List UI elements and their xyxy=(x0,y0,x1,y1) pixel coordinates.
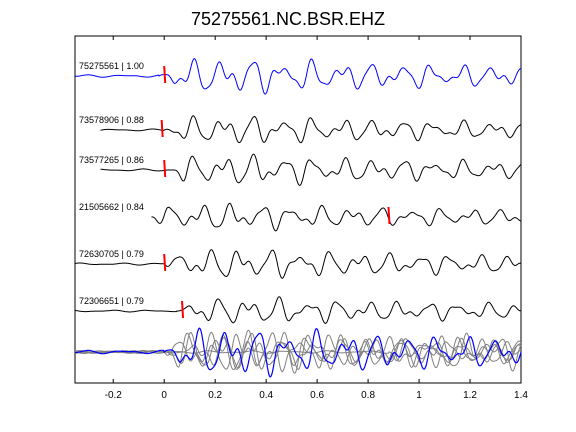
x-tick-label: 1.4 xyxy=(514,390,528,401)
x-tick-label: 1 xyxy=(416,390,422,401)
trace-label: 73578906 | 0.88 xyxy=(79,115,144,125)
trace-label: 72306651 | 0.79 xyxy=(79,296,144,306)
pick-marker xyxy=(160,119,164,138)
chart-title: 75275561.NC.BSR.EHZ xyxy=(190,9,386,29)
pick-marker xyxy=(163,65,167,84)
trace-group: 21505662 | 0.84 xyxy=(79,202,522,232)
traces-layer: 75275561 | 1.00 73578906 | 0.88 73577265 |… xyxy=(74,58,522,378)
pick-marker xyxy=(181,300,185,319)
x-tick-label: 0.8 xyxy=(361,390,375,401)
trace-label: 73577265 | 0.86 xyxy=(79,155,144,165)
x-tick-label: 0.4 xyxy=(259,390,273,401)
trace-line xyxy=(74,296,522,324)
pick-marker xyxy=(163,253,167,272)
trace-group: 72630705 | 0.79 xyxy=(74,249,522,279)
stack-trace-line xyxy=(74,331,522,370)
trace-group: 75275561 | 1.00 xyxy=(75,58,522,95)
trace-label: 21505662 | 0.84 xyxy=(79,202,144,212)
stack-overlay xyxy=(74,327,522,378)
pick-marker xyxy=(163,159,167,178)
trace-group: 73578906 | 0.88 xyxy=(79,115,522,144)
pick-marker xyxy=(387,206,391,225)
trace-line xyxy=(151,202,522,232)
trace-line xyxy=(75,58,522,95)
trace-line xyxy=(100,153,522,186)
x-tick-label: 0 xyxy=(161,390,167,401)
trace-group: 72306651 | 0.79 xyxy=(74,296,522,324)
x-tick-label: 0.6 xyxy=(310,390,324,401)
trace-label: 72630705 | 0.79 xyxy=(79,249,144,259)
x-tick-label: 1.2 xyxy=(463,390,477,401)
axes-frame xyxy=(74,35,522,384)
x-tick-label: -0.2 xyxy=(105,390,123,401)
trace-line xyxy=(100,115,522,144)
trace-label: 75275561 | 1.00 xyxy=(79,61,144,71)
x-axis-ticks: -0.2 0 0.2 0.4 0.6 0.8 1 1.2 1.4 xyxy=(105,36,528,401)
trace-group: 73577265 | 0.86 xyxy=(79,153,522,186)
stack-reference-line xyxy=(74,327,522,378)
x-tick-label: 0.2 xyxy=(208,390,222,401)
trace-line xyxy=(74,249,522,279)
